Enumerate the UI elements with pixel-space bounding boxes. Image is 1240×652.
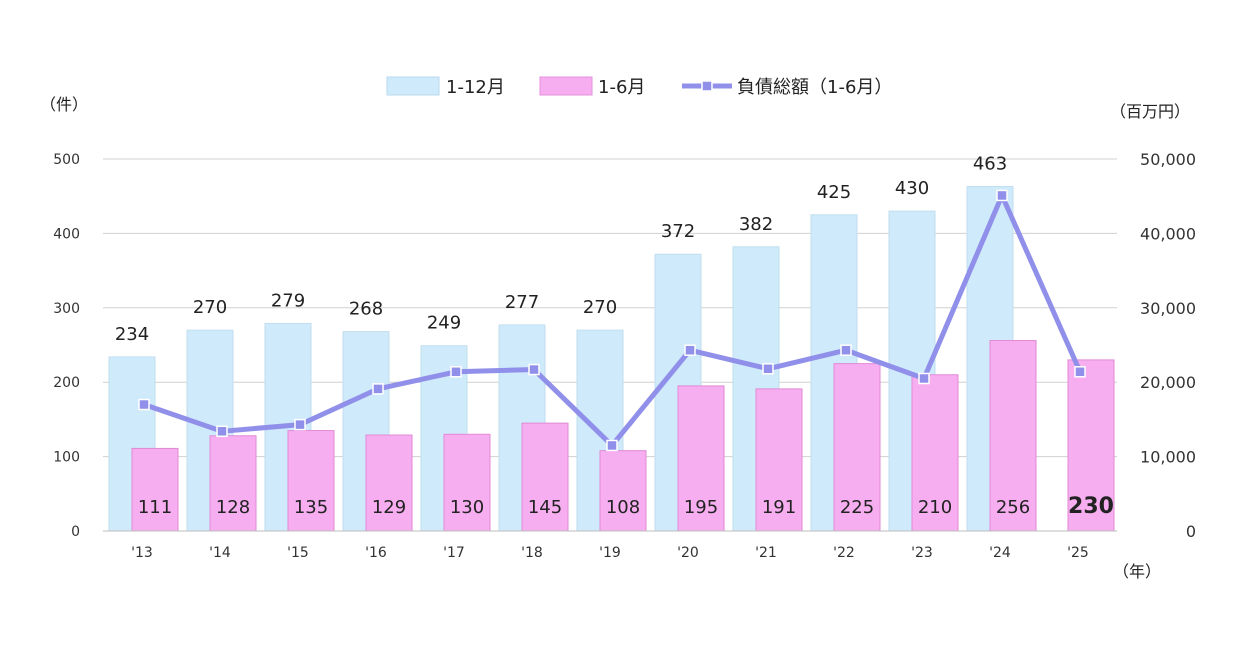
value-label-1-6: 130	[450, 497, 484, 518]
debt-point	[528, 363, 540, 376]
y-left-tick-label: 500	[53, 152, 80, 168]
y-left-tick-label: 100	[53, 450, 80, 466]
debt-point	[294, 418, 306, 431]
bar-1-6	[521, 422, 569, 532]
value-label-1-6: 225	[840, 497, 874, 518]
bar-1-6	[209, 435, 257, 532]
value-label-1-12: 268	[349, 299, 383, 320]
legend: 1-12月 1-6月 負債総額（1-6月）	[386, 76, 892, 98]
value-labels-1-12: 234 270 279 268 249 277 270 372 382 425 430 463	[115, 154, 1007, 345]
value-label-1-12: 270	[193, 297, 227, 318]
axes: 0 100 200 300 400 500 0 10,000 20,000 30,000 40,00…	[53, 150, 1196, 561]
debt-line	[138, 189, 1086, 452]
debt-point	[918, 372, 930, 385]
value-label-1-12: 430	[895, 178, 929, 199]
bar-1-6	[1067, 359, 1115, 532]
y-right-tick-label: 20,000	[1140, 373, 1196, 392]
x-tick-label: '16	[365, 545, 387, 561]
x-tick-label: '23	[911, 545, 933, 561]
x-tick-label: '17	[443, 545, 465, 561]
bar-1-6	[131, 447, 179, 532]
y-left-tick-label: 200	[53, 375, 80, 391]
bar-1-6	[365, 434, 413, 532]
y-right-unit: （百万円）	[1110, 102, 1190, 121]
value-label-1-6: 210	[918, 497, 952, 518]
legend-marker-debt	[701, 80, 713, 92]
y-right-tick-label: 0	[1186, 522, 1196, 541]
x-tick-label: '18	[521, 545, 543, 561]
y-left-tick-label: 400	[53, 226, 80, 242]
value-label-1-12: 372	[661, 221, 695, 242]
debt-point	[606, 439, 618, 452]
bar-1-6	[599, 450, 647, 532]
value-label-1-6: 129	[372, 497, 406, 518]
debt-point	[1074, 366, 1086, 378]
x-unit: （年）	[1113, 562, 1161, 581]
bar-1-6	[287, 430, 335, 532]
legend-swatch-1-6	[539, 76, 593, 96]
value-label-1-12: 425	[817, 182, 851, 203]
legend-label-debt: 負債総額（1-6月）	[737, 77, 892, 98]
x-tick-label: '22	[833, 545, 855, 561]
y-right-tick-label: 10,000	[1140, 448, 1196, 467]
x-tick-label: '24	[989, 545, 1011, 561]
value-label-1-12: 234	[115, 324, 149, 345]
x-tick-label: '19	[599, 545, 621, 561]
value-label-1-6: 195	[684, 497, 718, 518]
debt-point	[450, 366, 462, 378]
debt-point	[840, 344, 852, 356]
x-tick-label: '14	[209, 545, 231, 561]
x-tick-label: '20	[677, 545, 699, 561]
bar-1-6	[755, 388, 803, 532]
value-label-1-12: 249	[427, 313, 461, 334]
x-tick-label: '25	[1067, 545, 1089, 561]
y-right-tick-label: 30,000	[1140, 299, 1196, 318]
bar-1-6	[989, 340, 1037, 532]
value-label-1-12: 382	[739, 214, 773, 235]
y-left-unit: （件）	[40, 95, 88, 114]
debt-point	[372, 383, 384, 395]
y-left-tick-label: 300	[53, 301, 80, 317]
y-right-tick-label: 40,000	[1140, 224, 1196, 243]
value-label-1-6: 108	[606, 497, 640, 518]
legend-label-1-12: 1-12月	[446, 77, 505, 98]
x-tick-label: '21	[755, 545, 777, 561]
debt-point	[996, 189, 1008, 202]
value-label-1-12: 279	[271, 290, 305, 311]
value-label-1-12: 277	[505, 292, 539, 313]
debt-point	[138, 398, 150, 411]
debt-point	[684, 344, 696, 356]
value-label-1-12: 270	[583, 297, 617, 318]
x-tick-label: '15	[287, 545, 309, 561]
y-left-tick-label: 0	[71, 524, 80, 540]
y-right-tick-label: 50,000	[1140, 150, 1196, 169]
value-labels-1-6: 111 128 135 129 130 145 108 195 191 225 210 256 230	[138, 494, 1114, 519]
debt-point	[762, 363, 774, 375]
value-label-1-12: 463	[973, 154, 1007, 175]
bar-1-6	[677, 385, 725, 532]
value-label-1-6: 256	[996, 497, 1030, 518]
bar-1-6	[443, 433, 491, 532]
value-label-1-6: 111	[138, 497, 172, 518]
bars-1-6	[131, 340, 1115, 532]
bar-1-6	[911, 374, 959, 532]
legend-swatch-1-12	[386, 76, 440, 96]
value-label-1-6: 135	[294, 497, 328, 518]
bar-1-6	[833, 363, 881, 532]
legend-label-1-6: 1-6月	[598, 77, 645, 98]
value-label-1-6: 230	[1068, 494, 1114, 519]
value-label-1-6: 145	[528, 497, 562, 518]
x-tick-label: '13	[131, 545, 153, 561]
debt-point	[216, 425, 228, 438]
value-label-1-6: 128	[216, 497, 250, 518]
value-label-1-6: 191	[762, 497, 796, 518]
